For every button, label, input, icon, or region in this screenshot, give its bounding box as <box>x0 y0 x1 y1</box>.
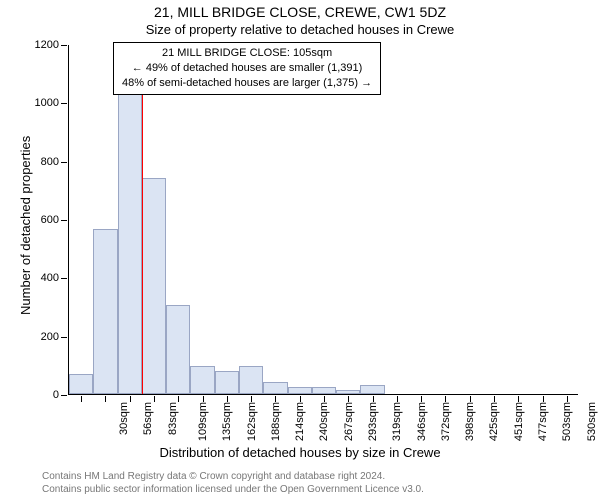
annotation-line-1: 21 MILL BRIDGE CLOSE: 105sqm <box>122 46 372 61</box>
x-tick <box>348 396 349 402</box>
y-tick <box>61 162 67 163</box>
histogram-bar <box>69 374 93 394</box>
annotation-line-2: ← 49% of detached houses are smaller (1,… <box>122 61 372 76</box>
x-tick <box>518 396 519 402</box>
x-tick-label: 319sqm <box>391 402 403 441</box>
x-tick-label: 346sqm <box>416 402 428 441</box>
x-tick <box>154 396 155 402</box>
x-tick <box>373 396 374 402</box>
x-tick <box>227 396 228 402</box>
x-tick-label: 503sqm <box>561 402 573 441</box>
x-tick <box>203 396 204 402</box>
y-tick-label: 800 <box>41 156 59 168</box>
chart-subtitle: Size of property relative to detached ho… <box>0 22 600 37</box>
x-tick <box>324 396 325 402</box>
histogram-bar <box>360 385 384 394</box>
y-tick-label: 400 <box>41 272 59 284</box>
plot-area: 02004006008001000120030sqm56sqm83sqm109s… <box>68 45 578 395</box>
y-tick-label: 200 <box>41 331 59 343</box>
x-tick <box>494 396 495 402</box>
x-tick-label: 214sqm <box>294 402 306 441</box>
x-tick-label: 83sqm <box>167 402 179 435</box>
chart-title: 21, MILL BRIDGE CLOSE, CREWE, CW1 5DZ <box>0 4 600 20</box>
x-tick-label: 240sqm <box>319 402 331 441</box>
x-axis-label: Distribution of detached houses by size … <box>0 445 600 460</box>
x-tick-label: 267sqm <box>343 402 355 441</box>
x-tick <box>130 396 131 402</box>
annotation-box: 21 MILL BRIDGE CLOSE: 105sqm ← 49% of de… <box>113 42 381 95</box>
x-tick-label: 135sqm <box>221 402 233 441</box>
histogram-bar <box>263 382 287 394</box>
x-tick-label: 188sqm <box>270 402 282 441</box>
annotation-line-3: 48% of semi-detached houses are larger (… <box>122 76 372 91</box>
x-tick <box>445 396 446 402</box>
y-tick <box>61 220 67 221</box>
x-tick <box>275 396 276 402</box>
x-tick <box>470 396 471 402</box>
histogram-bar <box>93 229 117 394</box>
footnote-line-2: Contains public sector information licen… <box>42 483 424 496</box>
x-tick-label: 451sqm <box>513 402 525 441</box>
x-tick <box>105 396 106 402</box>
histogram-bar <box>118 85 142 394</box>
histogram-bar <box>190 366 214 394</box>
x-tick <box>300 396 301 402</box>
histogram-bar <box>166 305 190 394</box>
y-tick-label: 1200 <box>35 39 59 51</box>
reference-line <box>142 44 143 394</box>
y-tick-label: 0 <box>53 389 59 401</box>
x-tick <box>178 396 179 402</box>
y-tick <box>61 395 67 396</box>
histogram-bar <box>336 390 360 394</box>
histogram-bar <box>288 387 312 394</box>
footnote-line-1: Contains HM Land Registry data © Crown c… <box>42 470 424 483</box>
y-tick <box>61 337 67 338</box>
histogram-bar <box>142 178 166 394</box>
y-tick <box>61 45 67 46</box>
y-tick-label: 1000 <box>35 97 59 109</box>
x-tick-label: 109sqm <box>197 402 209 441</box>
x-tick-label: 425sqm <box>489 402 501 441</box>
x-tick <box>81 396 82 402</box>
x-tick <box>421 396 422 402</box>
y-tick-label: 600 <box>41 214 59 226</box>
x-tick-label: 30sqm <box>118 402 130 435</box>
x-tick <box>543 396 544 402</box>
chart-container: 21, MILL BRIDGE CLOSE, CREWE, CW1 5DZ Si… <box>0 0 600 500</box>
x-tick-label: 530sqm <box>586 402 598 441</box>
y-tick <box>61 103 67 104</box>
x-tick-label: 162sqm <box>246 402 258 441</box>
x-tick-label: 293sqm <box>367 402 379 441</box>
y-tick <box>61 278 67 279</box>
histogram-bar <box>215 371 239 394</box>
x-tick <box>397 396 398 402</box>
y-axis-label: Number of detached properties <box>18 136 33 315</box>
histogram-bar <box>312 387 336 394</box>
x-tick-label: 372sqm <box>440 402 452 441</box>
x-tick <box>567 396 568 402</box>
x-tick-label: 56sqm <box>142 402 154 435</box>
x-tick <box>251 396 252 402</box>
x-tick-label: 398sqm <box>464 402 476 441</box>
footnote: Contains HM Land Registry data © Crown c… <box>42 470 424 496</box>
histogram-bar <box>239 366 263 394</box>
x-tick-label: 477sqm <box>537 402 549 441</box>
